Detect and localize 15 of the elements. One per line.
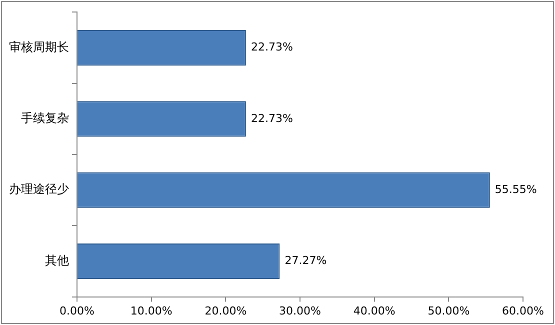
data-label: 27.27% [284,254,327,268]
x-tick-label: 20.00% [204,304,247,318]
x-tick-label: 50.00% [428,304,470,318]
data-label: 22.73% [250,112,293,125]
x-tick-label: 60.00% [502,304,544,318]
data-label: 55.55% [494,182,537,196]
y-tick-label: 其他 [45,253,69,268]
x-tick-label: 30.00% [279,304,321,318]
y-tick-label: 手续复杂 [21,111,69,126]
data-label: 22.73% [250,40,293,54]
x-tick-label: 40.00% [353,304,396,318]
x-tick-label: 10.00% [130,304,172,318]
y-tick-label: 办理途径少 [9,182,69,196]
x-tick-label: 0.00% [60,304,94,318]
y-tick-label: 审核周期长 [9,40,69,54]
